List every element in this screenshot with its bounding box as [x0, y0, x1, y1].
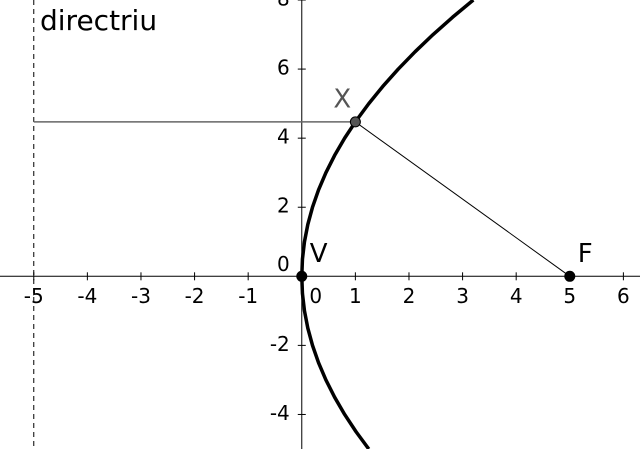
x-tick-label: -5: [24, 284, 44, 308]
point: [296, 270, 308, 282]
y-tick-label: -2: [270, 332, 290, 356]
point-label: X: [333, 84, 351, 114]
y-tick-label: 2: [277, 194, 290, 218]
x-tick-label: -2: [185, 284, 205, 308]
x-tick-label: -4: [77, 284, 97, 308]
point: [349, 116, 361, 128]
point-label: F: [578, 239, 593, 269]
y-tick-label: 0: [277, 252, 290, 276]
directrix-label: directriu: [40, 4, 157, 37]
x-tick-label: -3: [131, 284, 151, 308]
y-tick-label: -4: [270, 401, 290, 425]
parabola-curve: [300, 0, 475, 449]
x-tick-label: 4: [510, 284, 523, 308]
x-tick-label: 5: [563, 284, 576, 308]
segment-to-focus: [355, 121, 571, 277]
y-tick-label: 4: [277, 125, 290, 149]
x-tick-label: -1: [238, 284, 258, 308]
x-tick-label: 0: [309, 284, 322, 308]
x-tick-label: 6: [617, 284, 630, 308]
x-tick-label: 2: [403, 284, 416, 308]
x-tick-label: 1: [349, 284, 362, 308]
y-tick-label: 8: [277, 0, 290, 11]
point: [564, 270, 576, 282]
y-tick-label: 6: [277, 56, 290, 80]
point-label: V: [310, 239, 328, 269]
x-tick-label: 3: [456, 284, 469, 308]
